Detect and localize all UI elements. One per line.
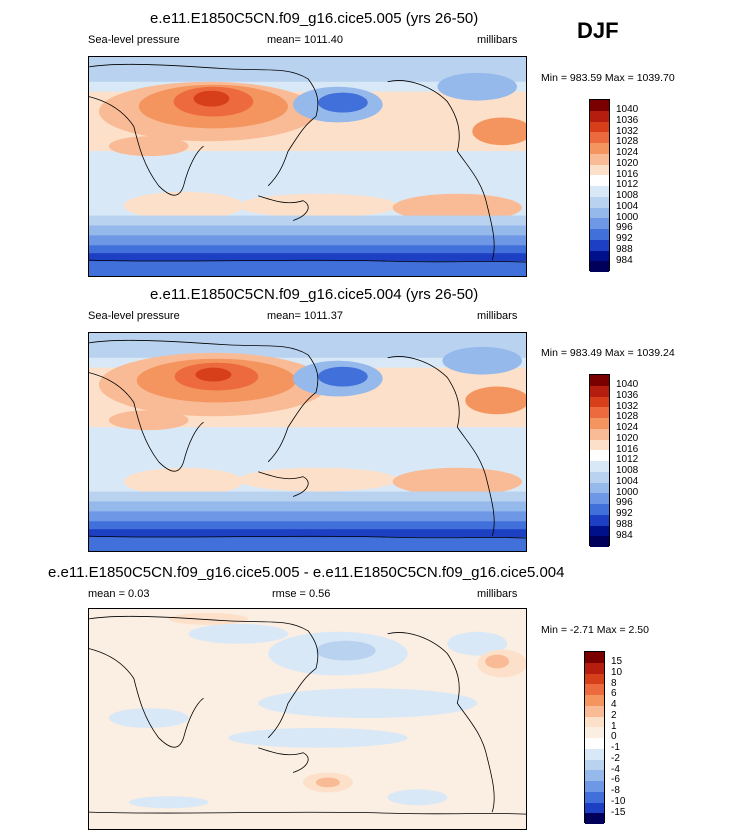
colorbar-label: 1004 [616, 200, 639, 212]
colorbar-label: 1028 [616, 136, 639, 148]
colorbar-label: 996 [616, 497, 633, 509]
panel-2-minmax: Min = 983.49 Max = 1039.24 [541, 347, 675, 359]
panel-2-map [88, 332, 527, 552]
colorbar-label: 6 [611, 688, 617, 700]
colorbar-label: -8 [611, 785, 620, 796]
colorbar-label: 996 [616, 222, 633, 234]
panel-1-variable-label: Sea-level pressure [88, 34, 180, 46]
colorbar-label: 1032 [616, 400, 639, 412]
colorbar-label: -6 [611, 774, 620, 786]
panel-3-mean-label: mean = 0.03 [88, 588, 150, 600]
colorbar-label: 1020 [616, 432, 639, 444]
panel-3-contour-plot [89, 609, 526, 829]
colorbar-label: 992 [616, 508, 633, 519]
season-label: DJF [577, 18, 619, 43]
colorbar-label: 1016 [616, 168, 639, 180]
colorbar-label: 8 [611, 677, 617, 689]
colorbar-label: 988 [616, 243, 633, 255]
colorbar-label: 15 [611, 656, 623, 667]
colorbar-label: 10 [611, 666, 623, 678]
colorbar-label: 984 [616, 254, 633, 266]
colorbar-label: 1024 [616, 422, 639, 433]
colorbar-label: 1028 [616, 411, 639, 423]
colorbar-label: 1016 [616, 443, 639, 455]
panel-1-title: e.e11.E1850C5CN.f09_g16.cice5.005 (yrs 2… [150, 10, 479, 27]
colorbar-label: 1032 [616, 125, 639, 137]
colorbar-label: 1036 [616, 389, 639, 401]
panel-2-colorbar-box [589, 374, 610, 547]
panel-2-variable-label: Sea-level pressure [88, 310, 180, 322]
colorbar-label: -1 [611, 742, 620, 753]
colorbar-label: 1000 [616, 486, 639, 498]
colorbar-label: 1008 [616, 190, 639, 201]
colorbar-label: 1000 [616, 211, 639, 223]
colorbar-label: 1040 [616, 104, 639, 115]
panel-2-title: e.e11.E1850C5CN.f09_g16.cice5.004 (yrs 2… [150, 286, 479, 303]
colorbar-label: 1008 [616, 465, 639, 476]
panel-3-rmse-label: rmse = 0.56 [272, 588, 331, 600]
colorbar-label: 992 [616, 233, 633, 244]
colorbar-label: 1024 [616, 147, 639, 158]
colorbar-label: 984 [616, 529, 633, 541]
panel-3-map [88, 608, 527, 830]
colorbar-label: 2 [611, 709, 617, 721]
panel-3-minmax: Min = -2.71 Max = 2.50 [541, 624, 649, 636]
panel-2-mean-label: mean= 1011.37 [267, 310, 343, 322]
panel-1-mean-label: mean= 1011.40 [267, 34, 343, 46]
colorbar-label: 1 [611, 720, 617, 732]
colorbar-label: -4 [611, 763, 620, 775]
colorbar-label: 1012 [616, 454, 639, 466]
colorbar-label: 1012 [616, 179, 639, 191]
colorbar-label: 0 [611, 731, 617, 743]
panel-1-colorbar-box [589, 99, 610, 272]
panel-3-colorbar-box [584, 651, 605, 824]
panel-1-contour-plot [89, 57, 526, 276]
colorbar-label: 988 [616, 518, 633, 530]
colorbar-label: 1040 [616, 379, 639, 390]
colorbar-label: 1004 [616, 475, 639, 487]
panel-2-contour-plot [89, 333, 526, 551]
panel-3-units-label: millibars [477, 588, 518, 600]
colorbar-label: 1020 [616, 157, 639, 169]
panel-1-minmax: Min = 983.59 Max = 1039.70 [541, 72, 675, 84]
colorbar-label: -15 [611, 806, 626, 818]
panel-1-map [88, 56, 527, 277]
colorbar-label: -2 [611, 752, 620, 764]
panel-3-title: e.e11.E1850C5CN.f09_g16.cice5.005 - e.e1… [48, 564, 565, 581]
panel-2-units-label: millibars [477, 310, 518, 322]
panel-1-units-label: millibars [477, 34, 518, 46]
colorbar-label: 1036 [616, 114, 639, 126]
colorbar-label: -10 [611, 795, 626, 807]
colorbar-label: 4 [611, 699, 617, 710]
